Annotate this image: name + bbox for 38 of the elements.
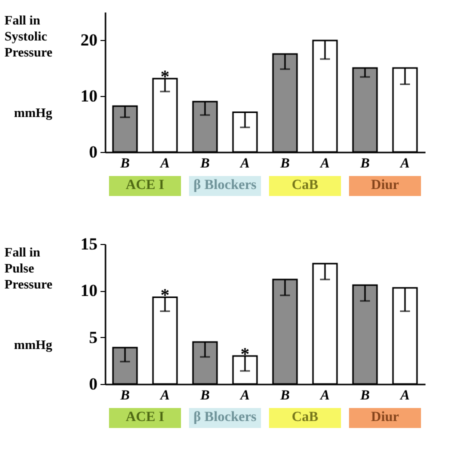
x-tick-label: A (159, 156, 170, 172)
text: β Blockers (189, 408, 261, 428)
y-tick-label: 15 (80, 234, 98, 254)
y-tick-label: 5 (89, 328, 98, 347)
x-tick-label: B (359, 388, 370, 404)
text: ACE I (109, 176, 181, 196)
x-tick-label: B (199, 156, 210, 172)
x-tick-label: B (199, 388, 210, 404)
y-axis-title: Fall in Systolic Pressure (4, 12, 53, 60)
annotation: * (240, 344, 250, 364)
x-tick-label: A (399, 156, 410, 172)
x-tick-label: A (319, 388, 330, 404)
y-tick-label: 20 (80, 30, 98, 50)
text: Diur (349, 408, 421, 428)
y-tick-label: 10 (80, 281, 98, 300)
x-tick-label: B (119, 388, 130, 404)
x-tick-label: A (159, 388, 170, 404)
x-tick-label: B (279, 156, 290, 172)
text: mmHg (14, 336, 53, 352)
y-tick-label: 10 (80, 86, 98, 106)
text: β Blockers (189, 176, 261, 196)
y-tick-label: 0 (89, 374, 98, 394)
text: Diur (349, 176, 421, 196)
x-tick-label: A (239, 156, 250, 172)
text: ACE I (109, 408, 181, 428)
x-tick-label: A (319, 156, 330, 172)
x-tick-label: B (279, 388, 290, 404)
x-tick-label: A (399, 388, 410, 404)
x-tick-label: B (119, 156, 130, 172)
annotation: * (160, 66, 170, 87)
x-tick-label: A (239, 388, 250, 404)
y-axis-title: Fall in Pulse Pressure (4, 244, 53, 292)
text: mmHg (14, 104, 53, 120)
y-tick-label: 0 (89, 142, 98, 162)
x-tick-label: B (359, 156, 370, 172)
annotation: * (160, 285, 170, 306)
text: CaB (269, 408, 341, 428)
text: CaB (269, 176, 341, 196)
